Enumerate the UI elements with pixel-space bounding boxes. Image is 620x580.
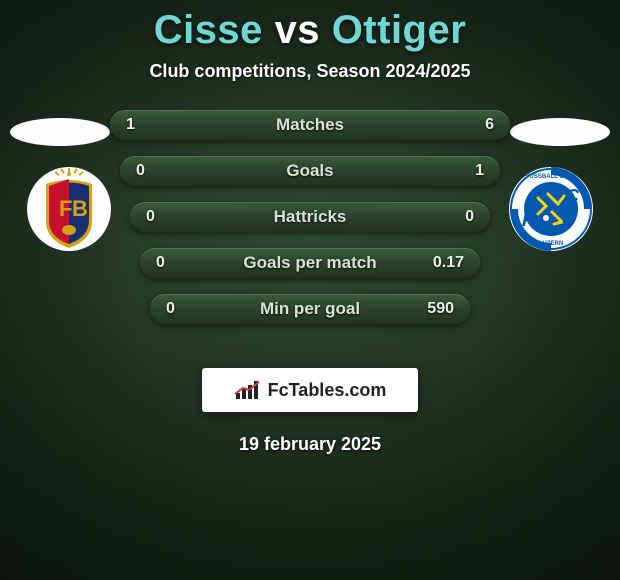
stat-left-value: 0: [136, 162, 145, 180]
svg-text:FUSSBALL CLUB: FUSSBALL CLUB: [526, 174, 577, 180]
stat-left-value: 0: [156, 254, 165, 272]
stat-left-value: 0: [146, 208, 155, 226]
svg-text:L: L: [562, 210, 573, 230]
comparison-title: Cisse vs Ottiger: [0, 0, 620, 53]
svg-text:F: F: [522, 210, 534, 230]
svg-text:C: C: [566, 186, 580, 206]
stat-right-value: 6: [485, 116, 494, 134]
luzern-badge-icon: FUSSBALL CLUB LUZERN F L C: [508, 166, 594, 252]
stat-rows: 1 Matches 6 0 Goals 1 0 Hattricks 0 0 Go…: [110, 110, 510, 340]
player2-name: Ottiger: [332, 8, 467, 52]
stat-row-matches: 1 Matches 6: [110, 110, 510, 140]
svg-text:LUZERN: LUZERN: [539, 241, 563, 247]
stat-label: Goals per match: [243, 253, 376, 273]
stat-right-value: 590: [427, 300, 454, 318]
stat-label: Hattricks: [274, 207, 347, 227]
brand-text: FcTables.com: [268, 380, 387, 401]
stat-label: Min per goal: [260, 299, 360, 319]
stats-stage: F B FUSSBALL CLUB LUZERN F L C: [0, 110, 620, 350]
stat-left-value: 1: [126, 116, 135, 134]
brand-bar: FcTables.com: [202, 368, 418, 412]
player2-silhouette: [510, 118, 610, 146]
vs-label: vs: [275, 8, 321, 52]
stat-right-value: 0: [465, 208, 474, 226]
player1-club-badge: F B: [26, 166, 112, 252]
player1-name: Cisse: [154, 8, 263, 52]
stat-right-value: 1: [475, 162, 484, 180]
basel-badge-icon: F B: [26, 166, 112, 252]
competition-subtitle: Club competitions, Season 2024/2025: [0, 61, 620, 82]
stat-label: Goals: [286, 161, 333, 181]
stat-right-value: 0.17: [433, 254, 464, 272]
date-label: 19 february 2025: [0, 434, 620, 455]
stat-row-min-per-goal: 0 Min per goal 590: [150, 294, 470, 324]
stat-label: Matches: [276, 115, 344, 135]
svg-text:F: F: [59, 196, 72, 221]
svg-text:B: B: [72, 196, 88, 221]
stat-row-goals-per-match: 0 Goals per match 0.17: [140, 248, 480, 278]
player2-club-badge: FUSSBALL CLUB LUZERN F L C: [508, 166, 594, 252]
stat-left-value: 0: [166, 300, 175, 318]
stat-row-goals: 0 Goals 1: [120, 156, 500, 186]
bar-chart-icon: [234, 379, 262, 401]
player1-silhouette: [10, 118, 110, 146]
stat-row-hattricks: 0 Hattricks 0: [130, 202, 490, 232]
